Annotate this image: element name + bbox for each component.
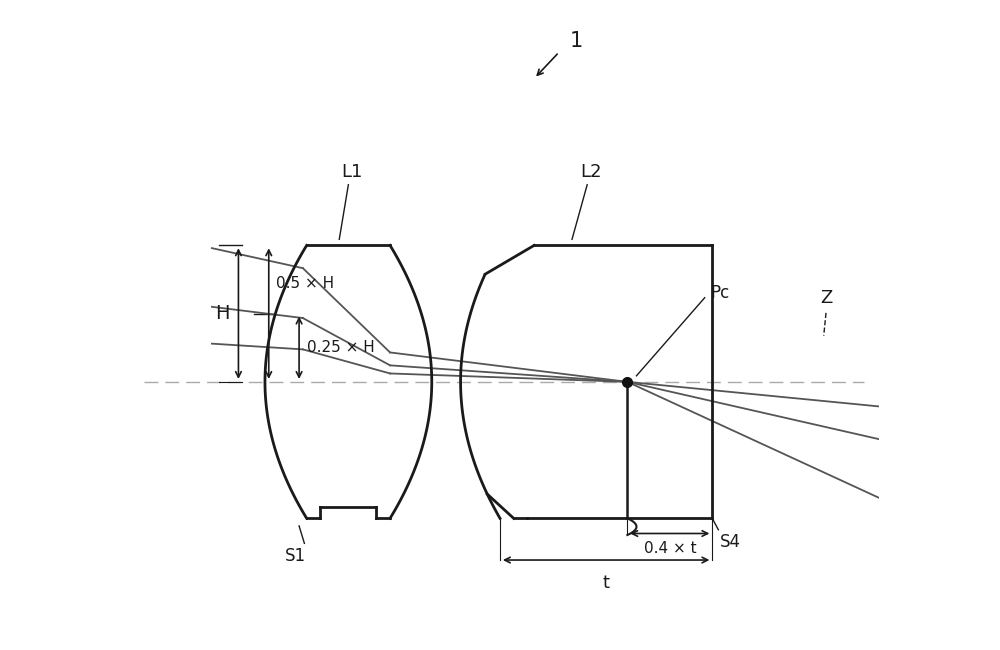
- Text: 1: 1: [569, 31, 582, 51]
- Text: H: H: [215, 304, 229, 323]
- Text: S1: S1: [285, 547, 306, 565]
- Text: S4: S4: [720, 534, 741, 551]
- Text: Z: Z: [820, 289, 832, 307]
- Text: 0.4 × t: 0.4 × t: [644, 541, 696, 556]
- Text: L1: L1: [341, 163, 363, 181]
- Text: 0.25 × H: 0.25 × H: [307, 340, 374, 356]
- Text: t: t: [603, 574, 610, 592]
- Text: 0.5 × H: 0.5 × H: [276, 276, 334, 291]
- Text: L2: L2: [580, 163, 602, 181]
- Text: Pc: Pc: [711, 284, 730, 302]
